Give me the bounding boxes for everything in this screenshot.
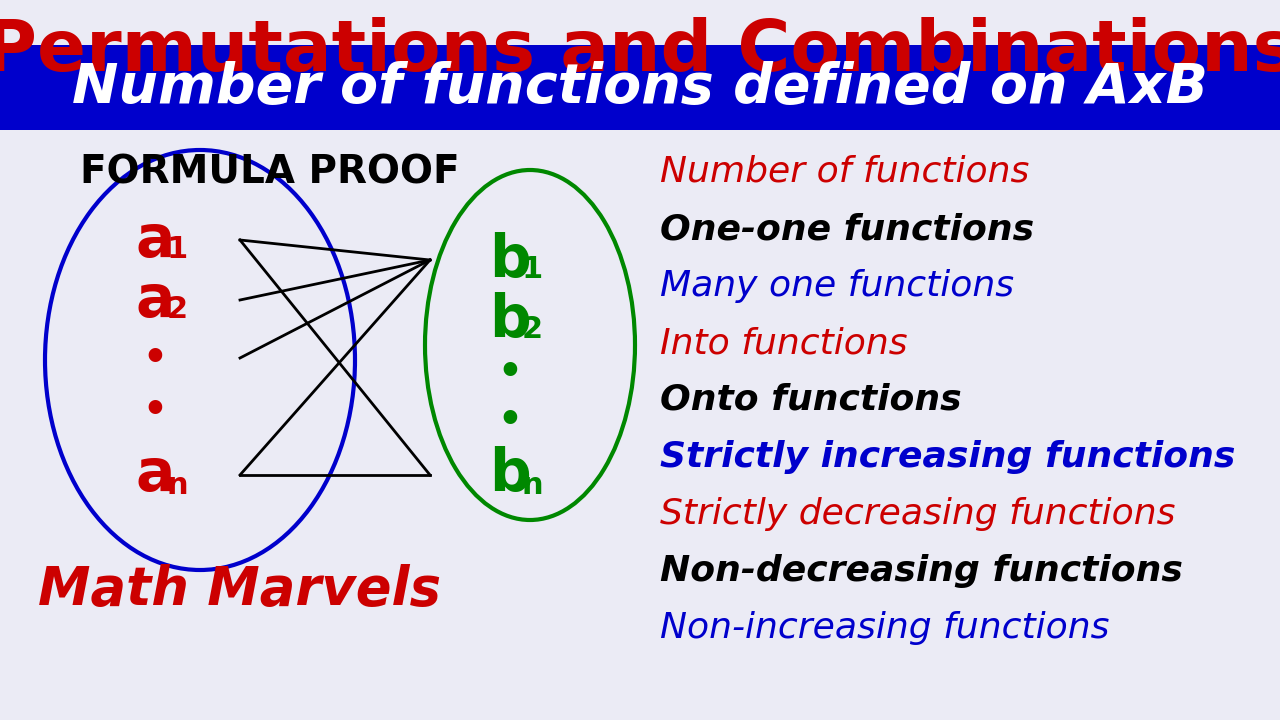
Text: Non-increasing functions: Non-increasing functions (660, 611, 1110, 645)
Text: Strictly decreasing functions: Strictly decreasing functions (660, 497, 1175, 531)
Text: Strictly increasing functions: Strictly increasing functions (660, 440, 1235, 474)
Text: 1: 1 (166, 235, 188, 264)
Text: FORMULA PROOF: FORMULA PROOF (81, 153, 460, 191)
Text: n: n (521, 470, 543, 500)
Text: a: a (136, 271, 174, 328)
Text: n: n (166, 470, 188, 500)
Text: •: • (498, 401, 522, 439)
Text: Onto functions: Onto functions (660, 383, 961, 417)
Text: •: • (498, 353, 522, 391)
Text: Number of functions: Number of functions (660, 155, 1029, 189)
Text: 2: 2 (521, 315, 543, 344)
Text: Into functions: Into functions (660, 326, 908, 360)
Text: a: a (136, 212, 174, 269)
Text: One-one functions: One-one functions (660, 212, 1034, 246)
Text: b: b (489, 232, 531, 289)
Text: 1: 1 (521, 256, 543, 284)
Text: Permutations and Combinations: Permutations and Combinations (0, 17, 1280, 86)
Text: Math Marvels: Math Marvels (38, 564, 442, 616)
Text: a: a (136, 446, 174, 503)
Text: Non-decreasing functions: Non-decreasing functions (660, 554, 1183, 588)
Text: b: b (489, 292, 531, 348)
Text: •: • (142, 339, 168, 377)
Text: Number of functions defined on AxB: Number of functions defined on AxB (72, 61, 1208, 115)
Text: b: b (489, 446, 531, 503)
FancyBboxPatch shape (0, 45, 1280, 130)
Text: 2: 2 (166, 295, 188, 325)
Text: Many one functions: Many one functions (660, 269, 1014, 303)
Text: •: • (142, 391, 168, 429)
